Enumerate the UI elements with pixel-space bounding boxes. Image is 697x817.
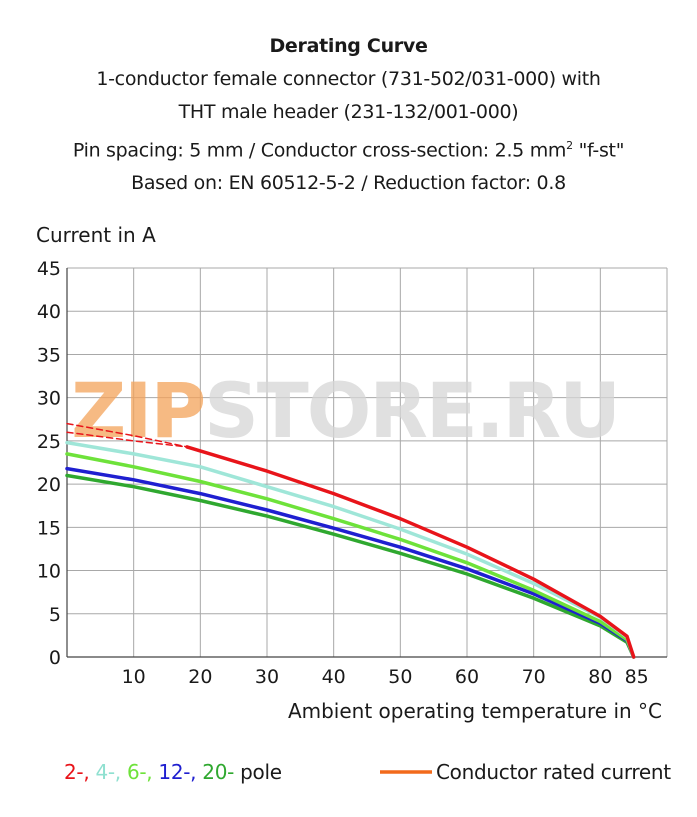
series-line-2- [185, 445, 636, 659]
chart-subtitle-3-suffix: "f-st" [578, 139, 625, 162]
x-tick-label-80: 80 [588, 666, 612, 688]
x-tick-label-40: 40 [322, 666, 346, 688]
x-axis-label: Ambient operating temperature in °C [288, 699, 662, 723]
chart-subtitle-2: THT male header (231-132/001-000) [178, 101, 519, 123]
y-tick-label-5: 5 [49, 604, 61, 626]
axes [66, 268, 667, 658]
series-line-20- [65, 473, 636, 659]
x-tick-label-10: 10 [122, 666, 146, 688]
chart-title: Derating Curve [269, 35, 428, 57]
y-tick-label-0: 0 [49, 647, 61, 669]
watermark-rest: STORE.RU [204, 366, 619, 455]
series-line-6- [65, 452, 636, 659]
legend-pole-items: 2-, 4-, 6-, 12-, 20- [64, 760, 234, 784]
y-tick-label-30: 30 [37, 388, 61, 410]
grid [67, 267, 668, 657]
legend-conductor-label: Conductor rated current [436, 760, 671, 784]
series-line-4- [65, 440, 636, 659]
legend-pole-1: 4-, [95, 760, 127, 784]
y-tick-label-15: 15 [37, 517, 61, 539]
y-axis-label: Current in A [36, 223, 156, 247]
chart-subtitle-3: Pin spacing: 5 mm / Conductor cross-sect… [0, 129, 697, 167]
y-tick-label-40: 40 [37, 301, 61, 323]
y-tick-label-20: 20 [37, 474, 61, 496]
legend-pole-0: 2-, [64, 760, 96, 784]
series-group [65, 422, 636, 659]
x-tick-label-85: 85 [625, 666, 649, 688]
legend-conductor: Conductor rated current [436, 760, 671, 784]
x-tick-label-50: 50 [388, 666, 412, 688]
y-tick-label-45: 45 [37, 258, 61, 280]
legend-pole-4: 20- [202, 760, 235, 784]
x-tick-label-20: 20 [188, 666, 212, 688]
tick-labels: 0 5 10 15 20 25 30 35 40 45 10 20 30 40 50 60 70 80 85 [37, 258, 649, 688]
chart-title-block: Derating Curve 1-conductor female connec… [0, 30, 697, 200]
series-line-2-extended [66, 422, 188, 448]
chart-subtitle-4: Based on: EN 60512-5-2 / Reduction facto… [131, 172, 566, 195]
series-line-12- [65, 466, 636, 659]
legend-pole-suffix: pole [234, 760, 282, 784]
legend-pole-2: 6-, [126, 760, 159, 784]
chart-subtitle-1: 1-conductor female connector (731-502/03… [96, 68, 601, 90]
svg-text:ZIPSTORE.RU: ZIPSTORE.RU [71, 366, 619, 455]
series-line-2-conductor [66, 431, 188, 448]
watermark-zip: ZIP [71, 366, 204, 455]
chart-subtitle-3-text: Pin spacing: 5 mm / Conductor cross-sect… [72, 139, 567, 162]
x-tick-label-30: 30 [255, 666, 279, 688]
y-tick-label-10: 10 [37, 561, 61, 583]
x-tick-label-70: 70 [522, 666, 546, 688]
superscript-2: 2 [566, 139, 573, 152]
watermark: ZIPSTORE.RU [71, 366, 621, 455]
y-tick-label-25: 25 [37, 431, 61, 453]
legend-poles: 2-, 4-, 6-, 12-, 20- pole [64, 760, 282, 784]
legend-pole-3: 12-, [158, 760, 203, 784]
x-tick-label-60: 60 [455, 666, 479, 688]
y-tick-label-35: 35 [37, 344, 61, 366]
